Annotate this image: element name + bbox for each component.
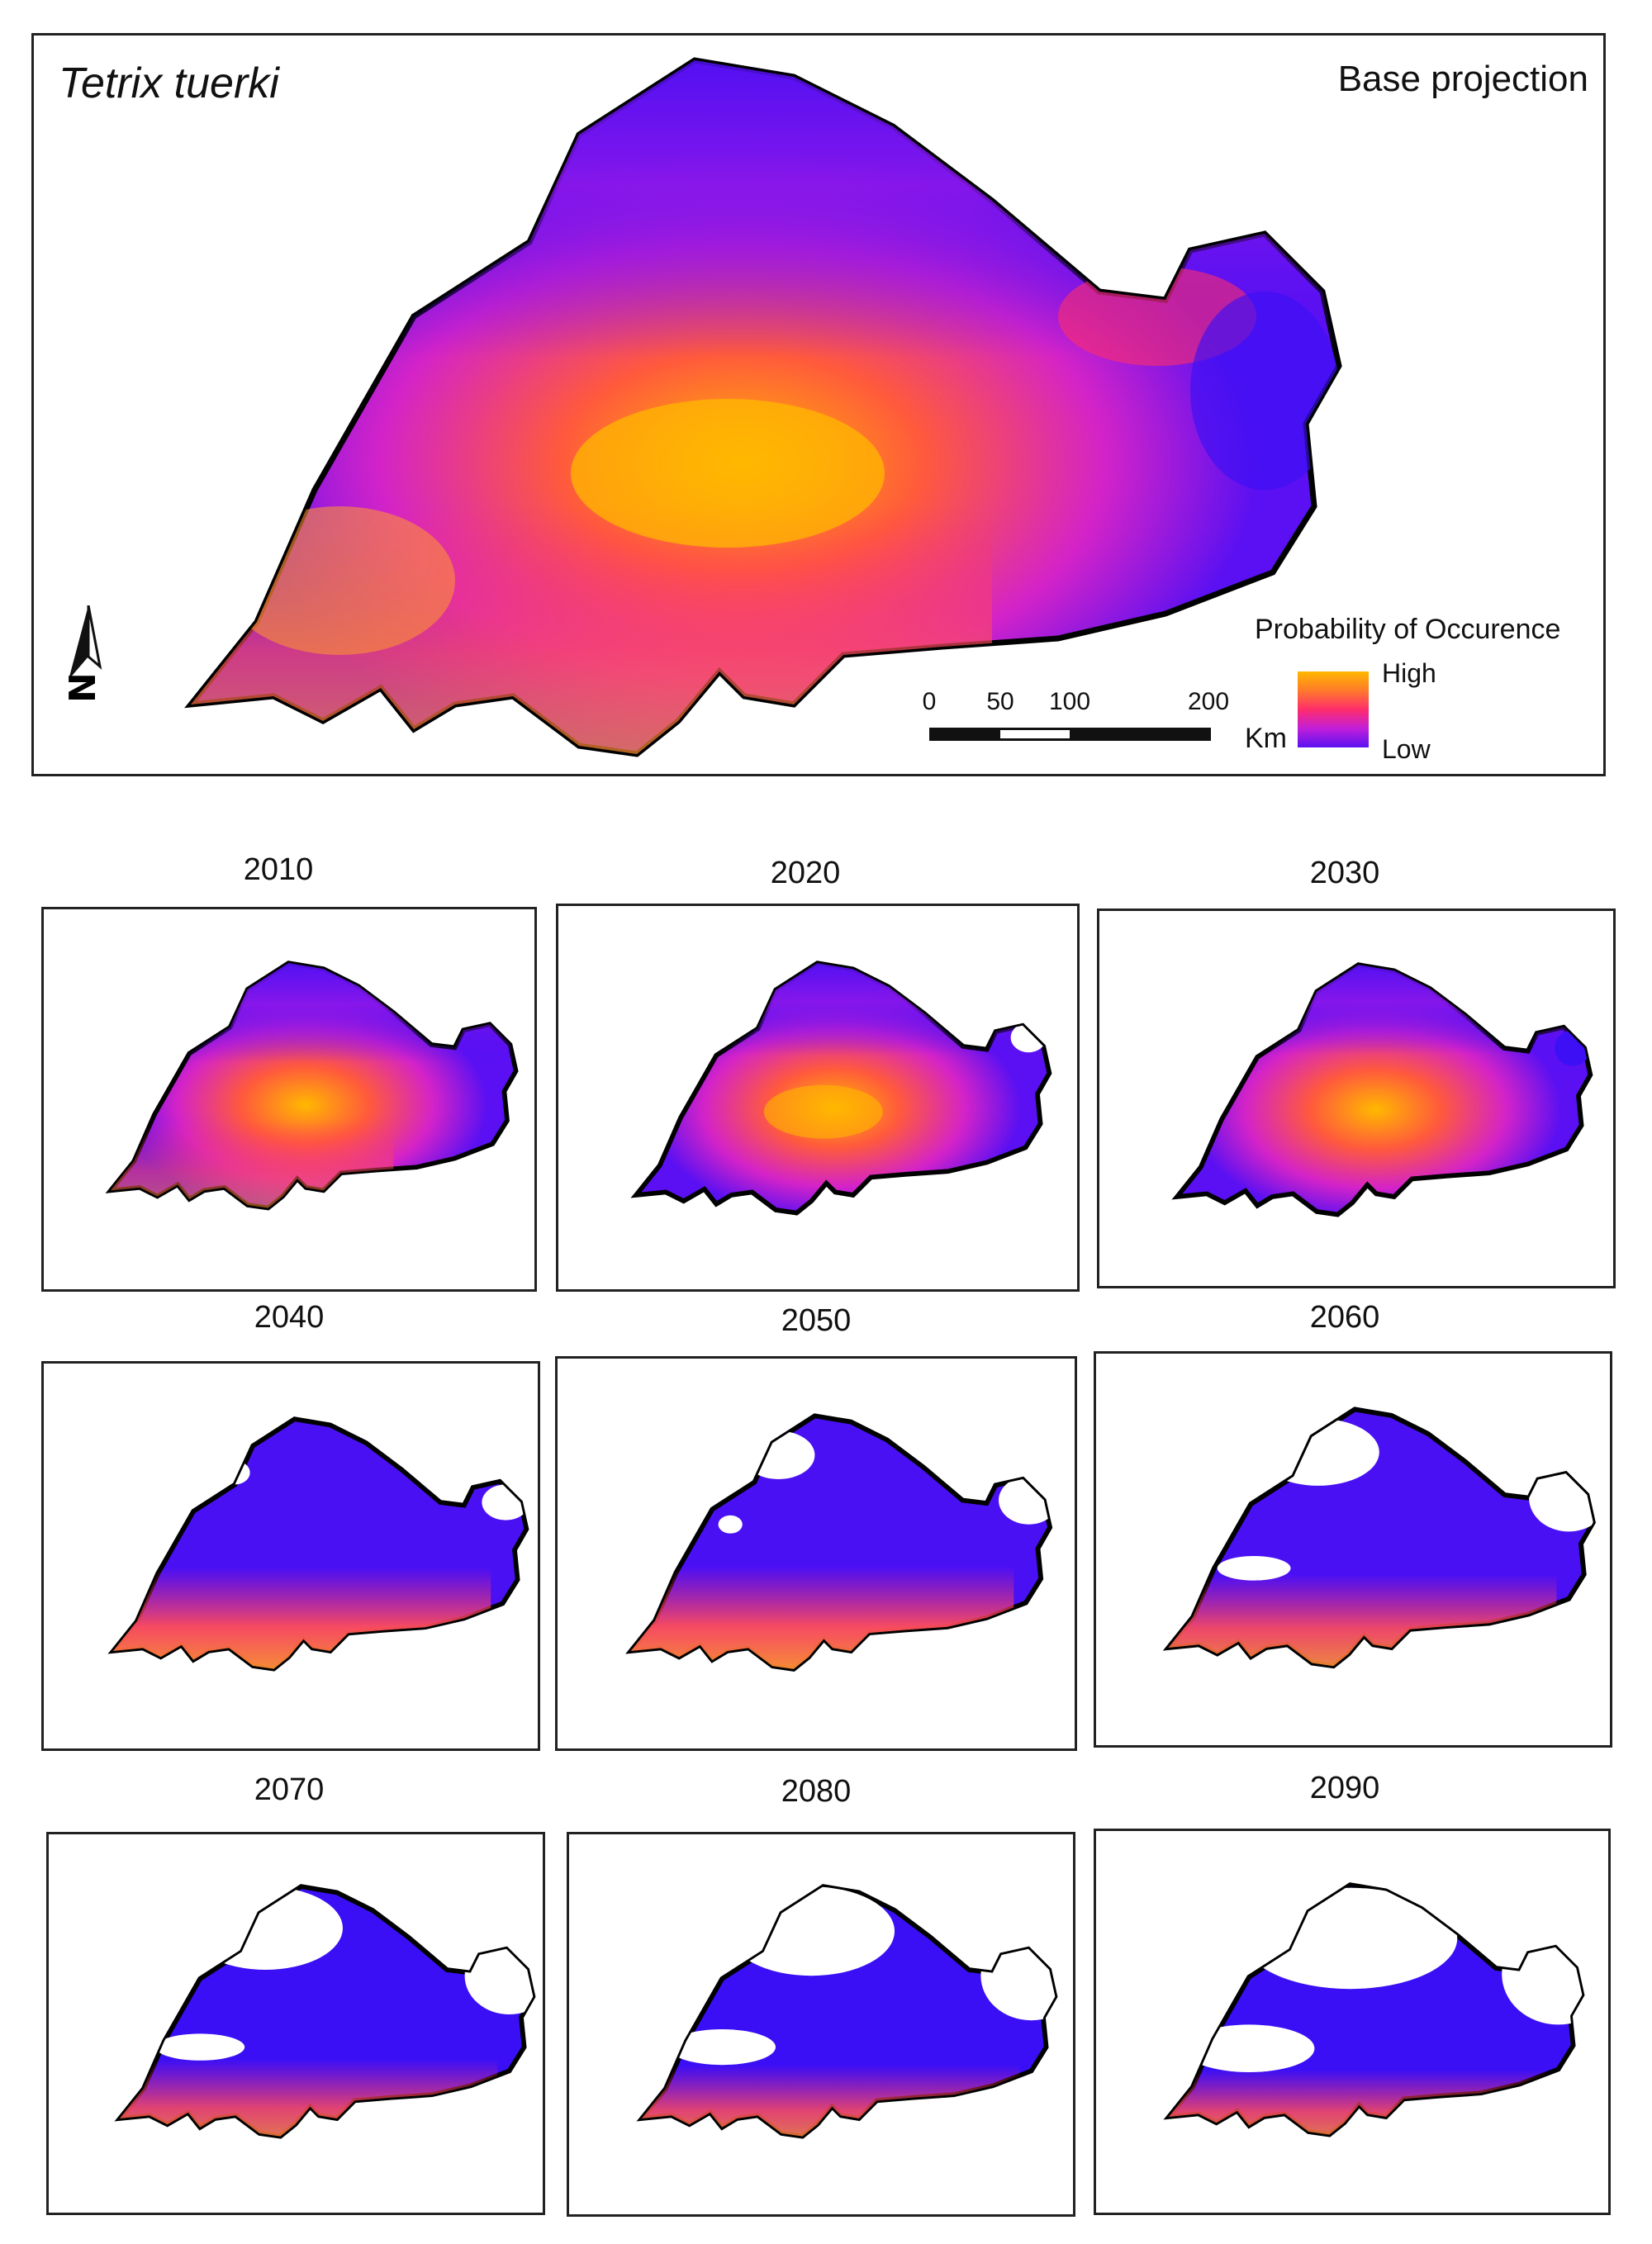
scale-segment (998, 728, 1072, 741)
legend-color-ramp (1298, 671, 1369, 747)
map-2090 (1094, 1829, 1611, 2215)
north-arrow-icon: N (64, 605, 104, 703)
map-2040-region (44, 1364, 540, 1751)
map-2020 (556, 904, 1080, 1292)
map-2030 (1097, 909, 1616, 1288)
scale-tick: 200 (1187, 688, 1230, 715)
north-label: N (64, 672, 104, 703)
base-projection-map-panel: Tetrix tuerki Base projection N Probabil… (31, 33, 1606, 776)
year-label: 2010 (243, 852, 314, 887)
map-2050-region (558, 1359, 1077, 1751)
year-label: 2090 (1309, 1771, 1380, 1805)
scale-bar: 0 50 100 200 Km (922, 688, 1287, 774)
legend-high-label: High (1382, 658, 1436, 688)
map-2070 (46, 1832, 545, 2215)
scale-tick: 50 (986, 688, 1014, 715)
map-2050 (555, 1356, 1077, 1751)
legend-title: Probability of Occurence (1255, 614, 1561, 645)
map-2010-region (44, 909, 537, 1292)
map-2040 (41, 1361, 540, 1751)
map-2070-region (49, 1834, 545, 2215)
year-label: 2070 (254, 1772, 325, 1807)
base-projection-label: Base projection (1337, 59, 1588, 99)
scale-tick: 100 (1048, 688, 1091, 715)
map-2080 (567, 1832, 1075, 2217)
base-projection-map (34, 36, 1606, 776)
map-2010 (41, 907, 537, 1292)
scale-segment (929, 728, 1000, 741)
legend-low-label: Low (1382, 734, 1431, 764)
map-2020-region (558, 906, 1080, 1292)
year-label: 2060 (1309, 1300, 1380, 1335)
map-2090-region (1096, 1831, 1611, 2215)
year-label: 2030 (1309, 856, 1380, 890)
year-label: 2020 (770, 856, 841, 890)
year-label: 2050 (781, 1303, 852, 1338)
year-label: 2040 (254, 1300, 325, 1335)
map-2080-region (569, 1834, 1075, 2217)
map-2030-region (1099, 911, 1616, 1288)
year-label: 2080 (781, 1774, 852, 1809)
scale-segment (1070, 728, 1211, 741)
species-name: Tetrix tuerki (59, 59, 279, 107)
map-2060-region (1096, 1354, 1612, 1748)
map-2060 (1094, 1351, 1612, 1748)
scale-tick: 0 (922, 688, 937, 715)
scale-unit: Km (1245, 723, 1287, 754)
